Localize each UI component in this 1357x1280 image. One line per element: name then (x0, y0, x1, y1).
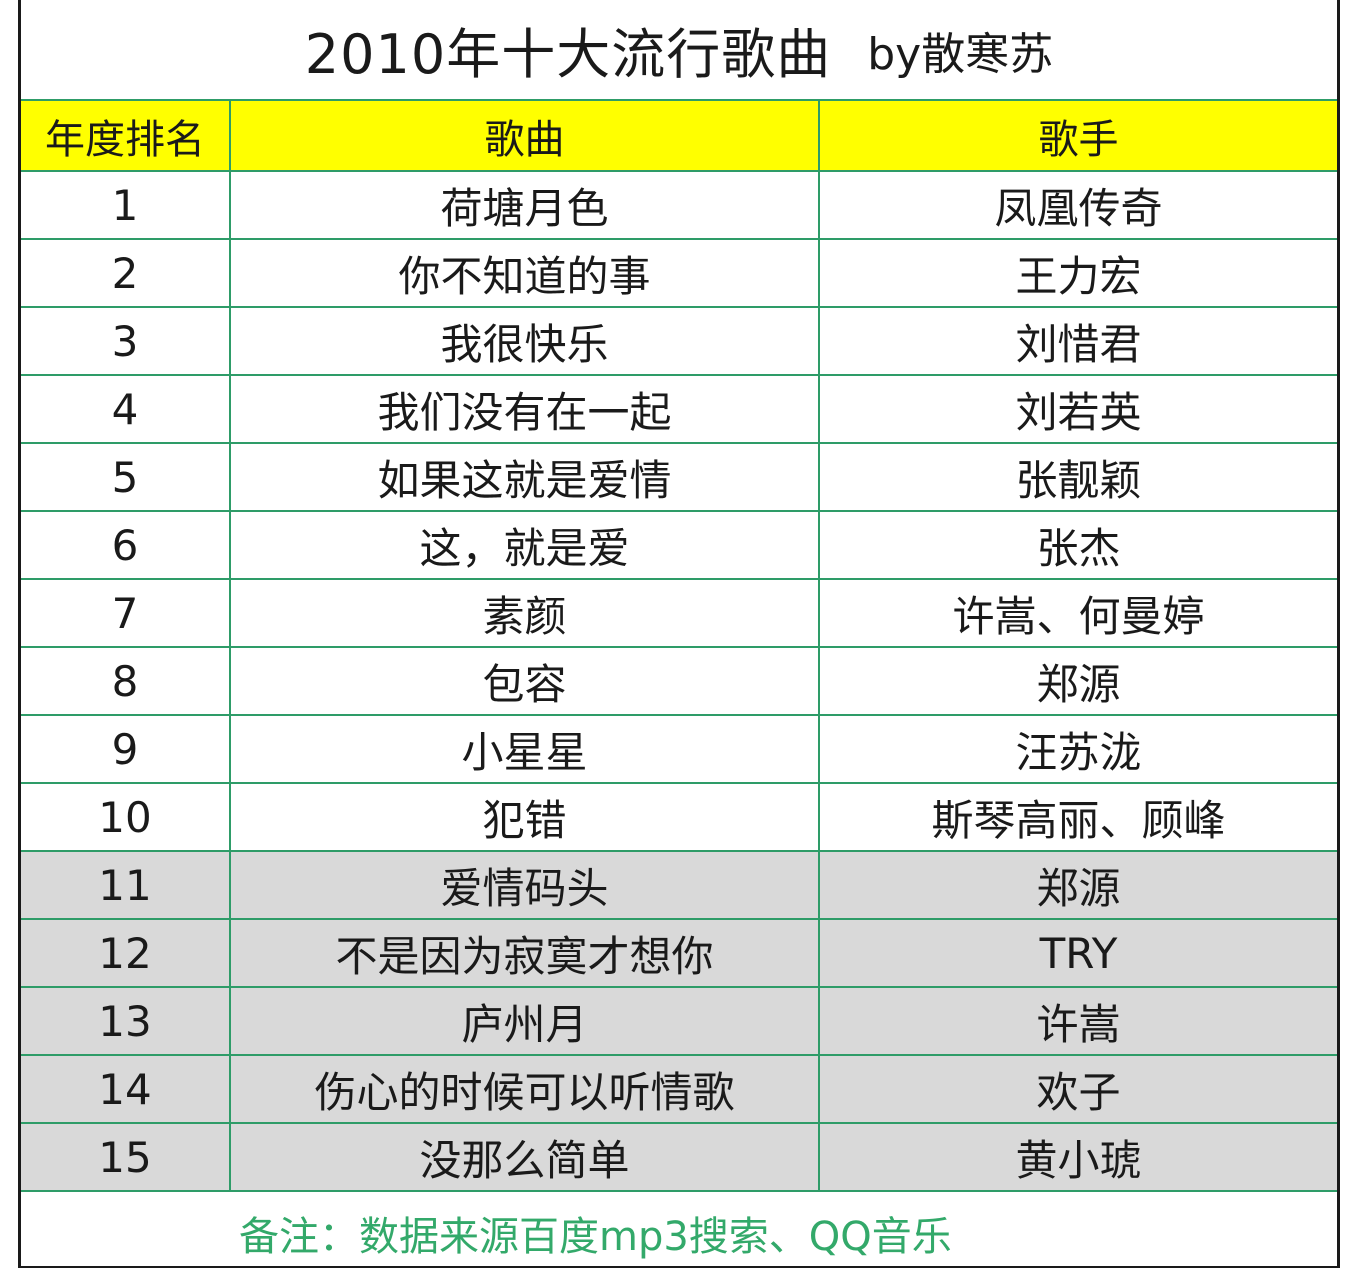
table-row: 14 伤心的时候可以听情歌 欢子 (21, 1055, 1337, 1124)
note-cell[interactable]: 备注：数据来源百度mp3搜索、QQ音乐 (21, 1199, 1337, 1266)
table-row: 5 如果这就是爱情 张靓颖 (21, 443, 1337, 512)
rank-cell[interactable]: 2 (21, 239, 231, 308)
song-cell[interactable]: 我们没有在一起 (230, 375, 820, 444)
header-row: 年度排名 歌曲 歌手 (21, 101, 1337, 172)
song-cell[interactable]: 伤心的时候可以听情歌 (230, 1055, 820, 1124)
rank-cell[interactable]: 8 (21, 647, 231, 716)
artist-cell[interactable]: 郑源 (819, 647, 1337, 716)
artist-cell[interactable]: 王力宏 (819, 239, 1337, 308)
rank-cell[interactable]: 6 (21, 511, 231, 580)
source-note: 备注：数据来源百度mp3搜索、QQ音乐 (239, 1213, 952, 1260)
song-cell[interactable]: 我很快乐 (230, 307, 820, 376)
table-row: 6 这，就是爱 张杰 (21, 511, 1337, 580)
artist-cell[interactable]: 汪苏泷 (819, 715, 1337, 784)
table-row: 8 包容 郑源 (21, 647, 1337, 716)
artist-cell[interactable]: 斯琴高丽、顾峰 (819, 783, 1337, 852)
song-cell[interactable]: 你不知道的事 (230, 239, 820, 308)
title-author: by散寒苏 (867, 28, 1054, 80)
table-row: 3 我很快乐 刘惜君 (21, 307, 1337, 376)
artist-cell[interactable]: 欢子 (819, 1055, 1337, 1124)
song-cell[interactable]: 小星星 (230, 715, 820, 784)
table-row: 11 爱情码头 郑源 (21, 851, 1337, 920)
song-cell[interactable]: 没那么简单 (230, 1123, 820, 1192)
title-cell[interactable]: 2010年十大流行歌曲 by散寒苏 (21, 0, 1337, 101)
rank-cell[interactable]: 7 (21, 579, 231, 648)
artist-cell[interactable]: 凤凰传奇 (819, 171, 1337, 240)
song-cell[interactable]: 素颜 (230, 579, 820, 648)
artist-cell[interactable]: 黄小琥 (819, 1123, 1337, 1192)
artist-cell[interactable]: 郑源 (819, 851, 1337, 920)
song-cell[interactable]: 荷塘月色 (230, 171, 820, 240)
table-row: 15 没那么简单 黄小琥 (21, 1123, 1337, 1192)
rank-cell[interactable]: 3 (21, 307, 231, 376)
artist-cell[interactable]: 张杰 (819, 511, 1337, 580)
table-row: 7 素颜 许嵩、何曼婷 (21, 579, 1337, 648)
rank-cell[interactable]: 5 (21, 443, 231, 512)
header-artist[interactable]: 歌手 (819, 101, 1337, 172)
table-row: 9 小星星 汪苏泷 (21, 715, 1337, 784)
artist-cell[interactable]: TRY (819, 919, 1337, 988)
artist-cell[interactable]: 刘若英 (819, 375, 1337, 444)
rank-cell[interactable]: 13 (21, 987, 231, 1056)
table-row: 10 犯错 斯琴高丽、顾峰 (21, 783, 1337, 852)
song-cell[interactable]: 这，就是爱 (230, 511, 820, 580)
rank-cell[interactable]: 4 (21, 375, 231, 444)
song-cell[interactable]: 包容 (230, 647, 820, 716)
song-cell[interactable]: 庐州月 (230, 987, 820, 1056)
rank-cell[interactable]: 1 (21, 171, 231, 240)
rank-cell[interactable]: 9 (21, 715, 231, 784)
header-rank[interactable]: 年度排名 (21, 101, 231, 172)
header-song[interactable]: 歌曲 (230, 101, 820, 172)
rank-cell[interactable]: 14 (21, 1055, 231, 1124)
table-row: 13 庐州月 许嵩 (21, 987, 1337, 1056)
rank-cell[interactable]: 11 (21, 851, 231, 920)
spreadsheet: 2010年十大流行歌曲 by散寒苏 年度排名 歌曲 歌手 1 荷塘月色 凤凰传奇… (18, 0, 1340, 1268)
rank-cell[interactable]: 12 (21, 919, 231, 988)
artist-cell[interactable]: 许嵩 (819, 987, 1337, 1056)
page-title: 2010年十大流行歌曲 (304, 23, 832, 86)
table-row: 4 我们没有在一起 刘若英 (21, 375, 1337, 444)
song-table: 年度排名 歌曲 歌手 1 荷塘月色 凤凰传奇 2 你不知道的事 王力宏 3 我很… (21, 101, 1337, 1192)
song-cell[interactable]: 如果这就是爱情 (230, 443, 820, 512)
rank-cell[interactable]: 10 (21, 783, 231, 852)
table-row: 12 不是因为寂寞才想你 TRY (21, 919, 1337, 988)
song-cell[interactable]: 犯错 (230, 783, 820, 852)
rank-cell[interactable]: 15 (21, 1123, 231, 1192)
artist-cell[interactable]: 张靓颖 (819, 443, 1337, 512)
song-cell[interactable]: 不是因为寂寞才想你 (230, 919, 820, 988)
table-row: 1 荷塘月色 凤凰传奇 (21, 171, 1337, 240)
song-cell[interactable]: 爱情码头 (230, 851, 820, 920)
artist-cell[interactable]: 许嵩、何曼婷 (819, 579, 1337, 648)
table-row: 2 你不知道的事 王力宏 (21, 239, 1337, 308)
artist-cell[interactable]: 刘惜君 (819, 307, 1337, 376)
